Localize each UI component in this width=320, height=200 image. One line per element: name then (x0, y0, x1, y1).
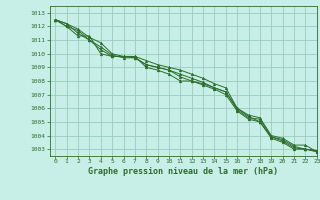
X-axis label: Graphe pression niveau de la mer (hPa): Graphe pression niveau de la mer (hPa) (88, 167, 278, 176)
